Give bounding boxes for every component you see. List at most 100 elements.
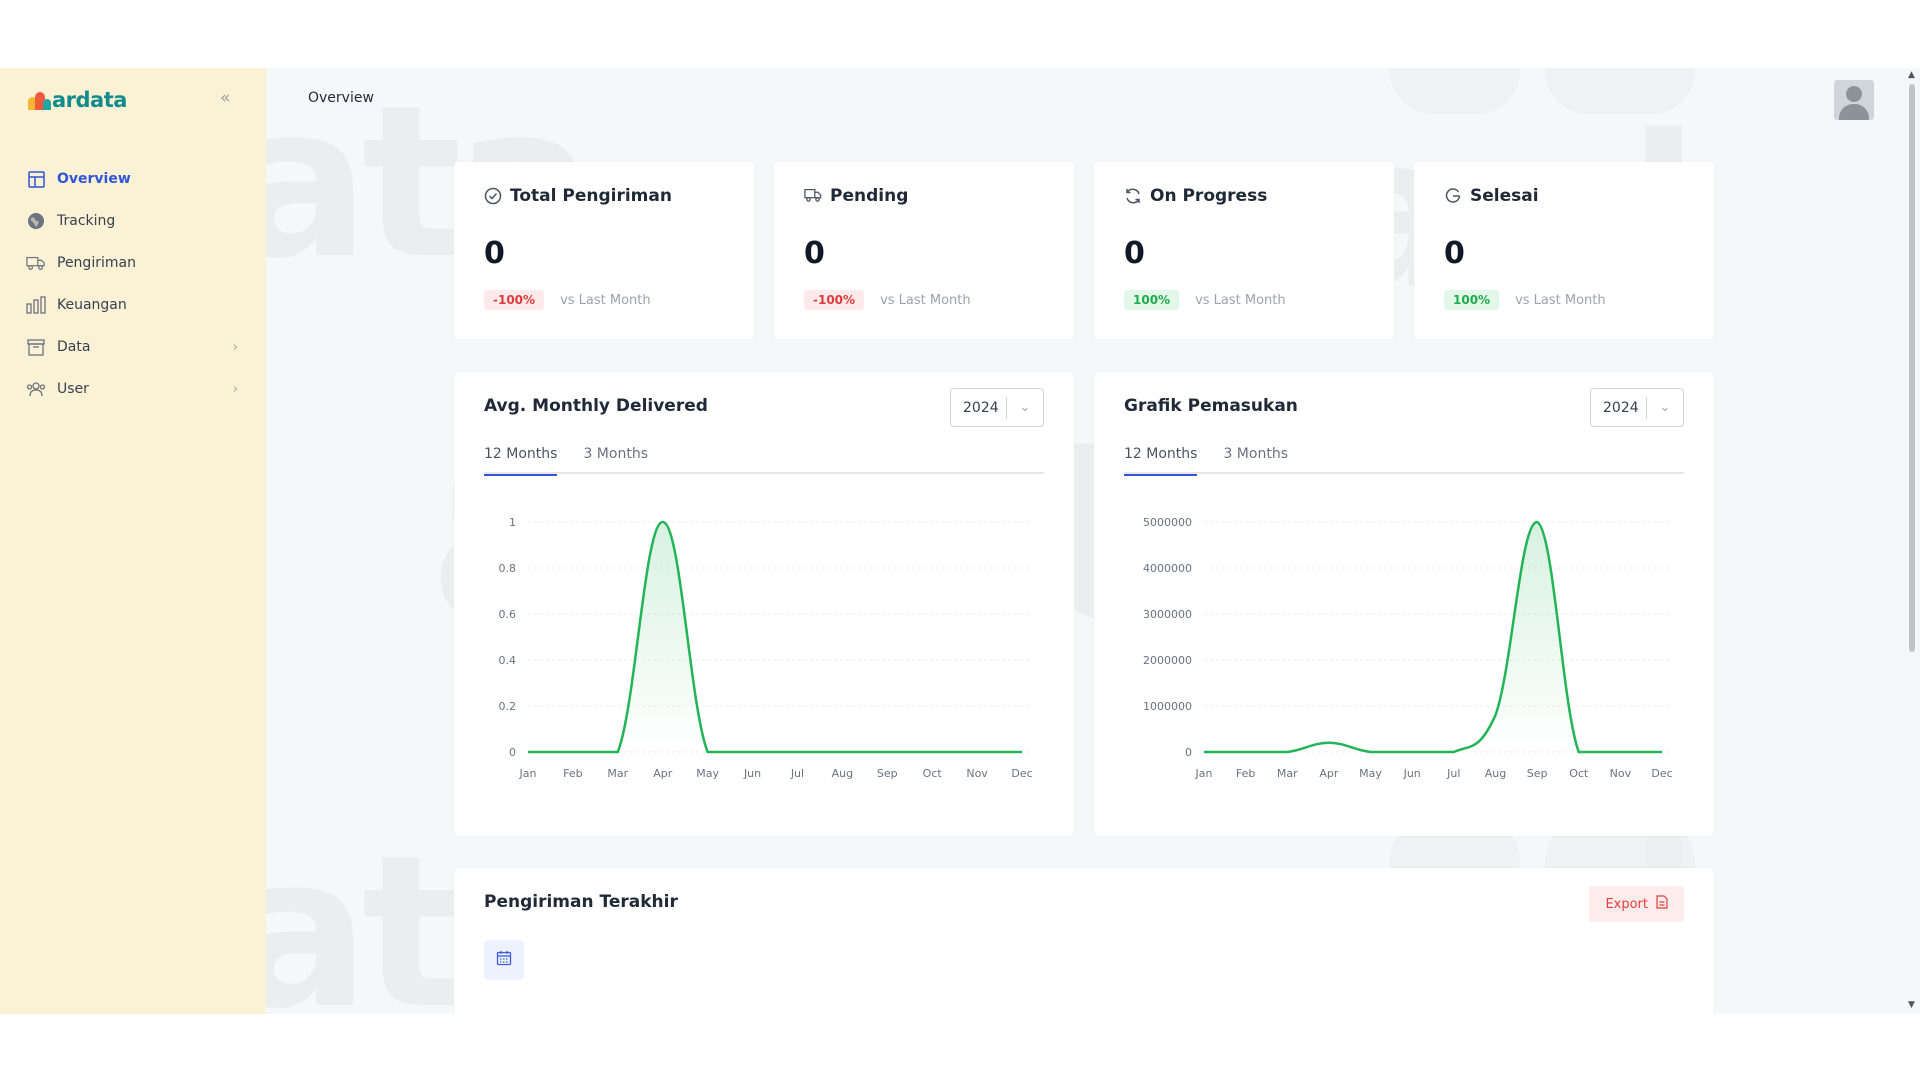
tab-3-months[interactable]: 3 Months [583,446,648,462]
series-area [1204,522,1662,752]
stat-card-total-pengiriman: Total Pengiriman 0 -100% vs Last Month [454,162,754,339]
recent-shipments-card: Pengiriman Terakhir Export [454,868,1714,1014]
x-tick-label: Feb [563,767,582,780]
change-badge: -100% [804,290,865,310]
stat-title: Selesai [1444,186,1539,206]
y-tick-label: 1 [509,516,516,529]
y-tick-label: 0.8 [499,562,517,575]
line-chart: 0 1000000 2000000 3000000 4000000 5000000 Jan F… [1143,516,1673,780]
x-tick-label: Oct [923,767,943,780]
scroll-up-icon[interactable]: ▲ [1908,70,1915,80]
x-tick-label: May [1359,767,1382,780]
chevron-down-icon: ⌄ [1659,400,1671,415]
change-caption: vs Last Month [880,292,971,308]
chevron-right-icon: › [232,339,238,355]
y-tick-label: 2000000 [1143,654,1192,667]
series-line [527,520,1022,754]
x-tick-label: Jan [519,767,537,780]
sidebar-item-label: Overview [57,171,131,187]
x-tick-label: Jun [743,767,761,780]
truck-icon [26,253,46,273]
refresh-icon [1124,187,1142,205]
stat-footer: 100% vs Last Month [1124,290,1286,310]
sidebar-item-pengiriman[interactable]: Pengiriman [0,242,266,284]
calendar-icon [496,950,512,970]
chart-card-grafik-pemasukan: Grafik Pemasukan 2024 ⌄ 12 Months 3 Mont… [1094,372,1714,836]
line-chart: 0 0.2 0.4 0.6 0.8 1 Jan Feb Mar Apr May Jun Jul Aug Se… [499,516,1033,780]
logo-icon [28,90,51,110]
x-tick-label: Dec [1011,767,1032,780]
app-logo[interactable]: ardata [28,88,127,112]
year-select[interactable]: 2024 ⌄ [950,388,1044,427]
section-title: Pengiriman Terakhir [484,892,678,912]
chevron-right-icon: › [232,381,238,397]
change-badge: -100% [484,290,545,310]
grid-icon [26,169,46,189]
sidebar-item-data[interactable]: Data › [0,326,266,368]
watermark-shape [1545,68,1695,114]
x-tick-label: Sep [1527,767,1548,780]
x-tick-label: Jun [1403,767,1421,780]
scrollbar-thumb[interactable] [1909,84,1915,652]
x-tick-label: Nov [1610,767,1632,780]
x-tick-label: Apr [1319,767,1339,780]
chevron-down-icon: ⌄ [1019,400,1031,415]
y-tick-label: 4000000 [1143,562,1192,575]
stat-title: On Progress [1124,186,1267,206]
file-icon [1656,895,1668,913]
stat-footer: -100% vs Last Month [804,290,971,310]
user-avatar[interactable] [1834,80,1874,120]
chart-title: Grafik Pemasukan [1124,396,1298,416]
sidebar-item-label: Tracking [57,213,116,229]
collapse-sidebar-icon[interactable]: « [220,88,231,108]
chart-card-avg-monthly-delivered: Avg. Monthly Delivered 2024 ⌄ 12 Months … [454,372,1074,836]
stat-value: 0 [1444,236,1465,271]
stat-title-text: Selesai [1470,186,1539,206]
sidebar-item-label: Data [57,339,91,355]
stat-card-on-progress: On Progress 0 100% vs Last Month [1094,162,1394,339]
y-tick-label: 0.4 [499,654,517,667]
sidebar-item-tracking[interactable]: Tracking [0,200,266,242]
sidebar-item-user[interactable]: User › [0,368,266,410]
stat-value: 0 [484,236,505,271]
users-icon [26,379,46,399]
sidebar-item-label: Keuangan [57,297,127,313]
export-button[interactable]: Export [1589,886,1684,922]
calendar-button[interactable] [484,940,524,980]
year-select[interactable]: 2024 ⌄ [1590,388,1684,427]
sidebar: ardata « Overview Tracking Pengiriman [0,68,266,1014]
arrow-circle-icon [1444,187,1462,205]
logo-text: ardata [52,88,127,112]
stat-card-selesai: Selesai 0 100% vs Last Month [1414,162,1714,339]
x-tick-label: Nov [966,767,988,780]
sidebar-item-keuangan[interactable]: Keuangan [0,284,266,326]
watermark-shape [1390,68,1520,114]
series-line [1203,520,1662,754]
stat-title-text: Total Pengiriman [510,186,672,206]
change-badge: 100% [1124,290,1180,310]
y-tick-label: 1000000 [1143,700,1192,713]
stat-title-text: Pending [830,186,909,206]
avatar-body [1839,104,1869,120]
app-stage: rdata ardata rdata ard ard ardata « Over… [0,68,1920,1014]
tab-3-months[interactable]: 3 Months [1223,446,1288,462]
scroll-down-icon[interactable]: ▼ [1908,1000,1915,1010]
x-tick-label: Apr [653,767,673,780]
select-divider [1006,396,1007,419]
x-tick-label: Jan [1195,767,1213,780]
sidebar-nav: Overview Tracking Pengiriman Keuangan [0,158,266,410]
change-caption: vs Last Month [560,292,651,308]
y-tick-label: 3000000 [1143,608,1192,621]
y-tick-label: 0 [509,746,516,759]
change-badge: 100% [1444,290,1500,310]
tab-12-months[interactable]: 12 Months [1124,446,1198,476]
stat-title: Pending [804,186,908,206]
sidebar-item-overview[interactable]: Overview [0,158,266,200]
stat-footer: -100% vs Last Month [484,290,651,310]
x-tick-label: May [696,767,719,780]
archive-icon [26,337,46,357]
x-tick-label: Feb [1236,767,1255,780]
tab-12-months[interactable]: 12 Months [484,446,558,476]
stat-footer: 100% vs Last Month [1444,290,1606,310]
page-scrollbar[interactable]: ▲ ▼ [1904,68,1920,1014]
